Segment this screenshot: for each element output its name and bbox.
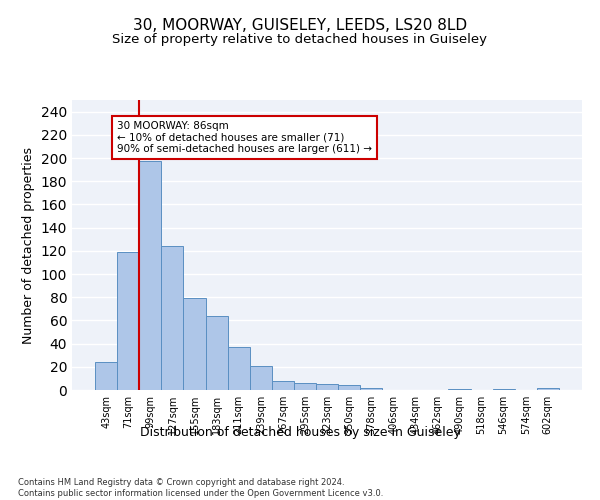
Bar — [316, 384, 338, 390]
Bar — [161, 246, 184, 390]
Bar — [206, 316, 227, 390]
Bar — [184, 298, 206, 390]
Bar — [338, 386, 360, 390]
Bar — [448, 389, 470, 390]
Bar — [139, 162, 161, 390]
Bar — [493, 389, 515, 390]
Text: Distribution of detached houses by size in Guiseley: Distribution of detached houses by size … — [140, 426, 460, 439]
Bar — [272, 380, 294, 390]
Bar — [250, 366, 272, 390]
Bar — [227, 347, 250, 390]
Text: 30, MOORWAY, GUISELEY, LEEDS, LS20 8LD: 30, MOORWAY, GUISELEY, LEEDS, LS20 8LD — [133, 18, 467, 32]
Text: 30 MOORWAY: 86sqm
← 10% of detached houses are smaller (71)
90% of semi-detached: 30 MOORWAY: 86sqm ← 10% of detached hous… — [117, 121, 372, 154]
Bar — [95, 362, 117, 390]
Text: Contains HM Land Registry data © Crown copyright and database right 2024.
Contai: Contains HM Land Registry data © Crown c… — [18, 478, 383, 498]
Text: Size of property relative to detached houses in Guiseley: Size of property relative to detached ho… — [113, 32, 487, 46]
Bar — [537, 388, 559, 390]
Bar — [360, 388, 382, 390]
Bar — [294, 383, 316, 390]
Bar — [117, 252, 139, 390]
Y-axis label: Number of detached properties: Number of detached properties — [22, 146, 35, 344]
